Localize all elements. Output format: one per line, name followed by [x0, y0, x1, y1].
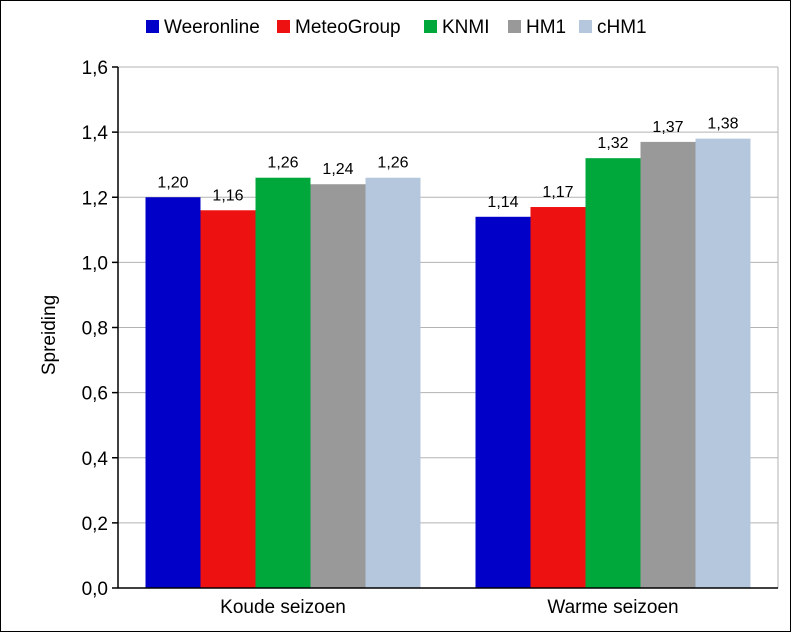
data-label: 1,26: [377, 155, 408, 172]
data-label: 1,32: [597, 135, 628, 152]
bar-knmi-1: [585, 158, 641, 589]
y-tick-label: 1,4: [82, 123, 109, 144]
y-axis-title: Spreiding: [39, 295, 60, 375]
bar-weeronline-1: [475, 216, 531, 588]
y-tick-label: 0,8: [82, 319, 108, 340]
legend-swatch-knmi: [424, 20, 437, 33]
axes: 0,0 0,2 0,4 0,6 0,8 1,0 1,2 1,4 1,6 Koude seizoen…: [82, 58, 778, 618]
data-label: 1,24: [322, 161, 353, 178]
x-category-label: Warme seizoen: [547, 597, 678, 618]
data-labels: 1,20 1,16 1,26 1,24 1,26 1,14 1,17 1,32 1,37 1,38: [157, 116, 738, 211]
legend-swatch-chm1: [579, 20, 592, 33]
y-tick-label: 0,4: [82, 449, 109, 470]
bar-meteogroup-0: [200, 210, 256, 588]
legend-label-meteogroup: MeteoGroup: [295, 17, 401, 38]
data-label: 1,17: [542, 184, 573, 201]
bars: [145, 138, 751, 589]
bar-hm1-1: [640, 141, 696, 589]
bar-chm1-0: [365, 177, 421, 588]
y-tick-label: 1,0: [82, 253, 108, 274]
data-label: 1,14: [487, 194, 518, 211]
legend-label-knmi: KNMI: [442, 17, 490, 38]
legend-label-chm1: cHM1: [597, 17, 647, 38]
data-label: 1,26: [267, 155, 298, 172]
bar-meteogroup-1: [530, 207, 586, 589]
y-tick-label: 0,2: [82, 514, 108, 535]
legend-swatch-hm1: [508, 20, 521, 33]
legend-label-hm1: HM1: [526, 17, 566, 38]
y-tick-label: 0,0: [82, 579, 108, 600]
data-label: 1,38: [707, 116, 738, 133]
bar-knmi-0: [255, 177, 311, 588]
data-label: 1,16: [212, 187, 243, 204]
legend-label-weeronline: Weeronline: [164, 17, 260, 38]
y-tick-label: 0,6: [82, 384, 108, 405]
legend-swatch-weeronline: [146, 20, 159, 33]
data-label: 1,20: [157, 174, 188, 191]
y-tick-label: 1,6: [82, 58, 108, 79]
bar-chm1-1: [695, 138, 751, 588]
y-tick-label: 1,2: [82, 188, 108, 209]
legend-swatch-meteogroup: [277, 20, 290, 33]
bar-hm1-0: [310, 184, 366, 588]
bar-weeronline-0: [145, 197, 201, 588]
legend: Weeronline MeteoGroup KNMI HM1 cHM1: [146, 17, 647, 38]
data-label: 1,37: [652, 119, 683, 136]
x-category-label: Koude seizoen: [220, 597, 346, 618]
